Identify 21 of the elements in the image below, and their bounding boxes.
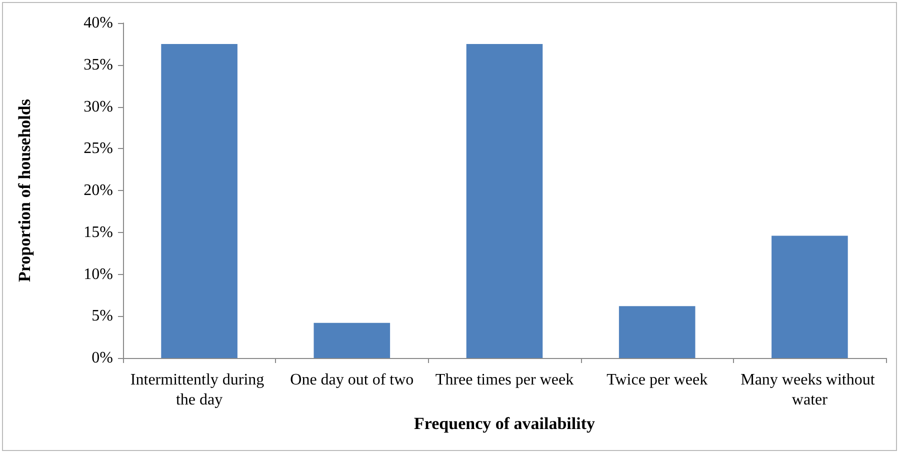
y-tick-label: 5%: [92, 308, 113, 325]
x-tick-label: Twice per week: [606, 372, 708, 388]
x-tick-label: Three times per week: [435, 372, 574, 388]
y-tick-label: 40%: [84, 14, 113, 32]
bar: [618, 306, 696, 358]
bar: [161, 44, 238, 358]
y-tick-label: 0%: [92, 350, 113, 366]
y-tick-label: 35%: [84, 56, 113, 74]
x-tick-label: Intermittently during the day: [130, 372, 268, 408]
y-tick-label: 20%: [84, 182, 113, 199]
x-tick-label: Many weeks without water: [740, 372, 879, 408]
x-tick-label: One day out of two: [290, 372, 414, 388]
y-axis-title: Proportion of households: [15, 98, 34, 282]
y-tick-label: 10%: [84, 266, 113, 283]
y-tick-label: 25%: [84, 140, 113, 158]
y-tick-label: 30%: [84, 98, 113, 116]
bar: [772, 236, 848, 358]
bar: [314, 322, 390, 358]
y-tick-label: 15%: [84, 224, 113, 241]
x-axis-title: Frequency of availability: [414, 414, 596, 433]
bar: [466, 44, 543, 358]
